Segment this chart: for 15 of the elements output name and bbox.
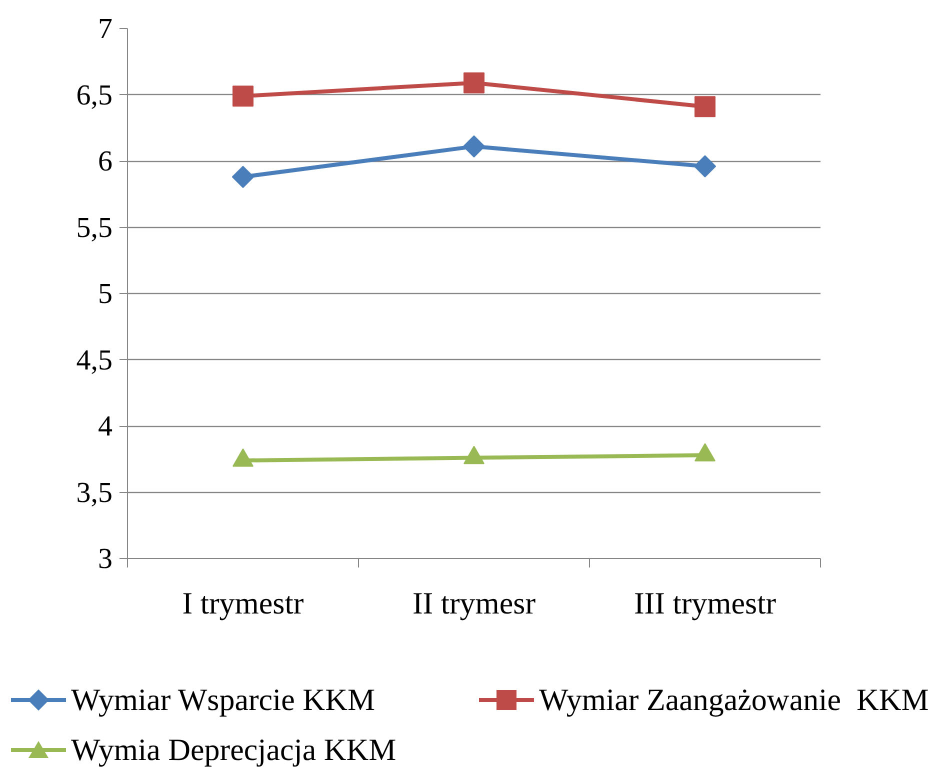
y-tick-label: 6,5: [76, 79, 112, 112]
x-tick-label: I trymestr: [182, 586, 304, 620]
x-tick-label: III trymestr: [634, 586, 777, 620]
y-tick-label: 5,5: [76, 212, 112, 244]
y-tick-label: 4,5: [76, 344, 112, 376]
y-tick-label: 7: [98, 13, 112, 45]
y-tick-label: 3: [98, 543, 112, 575]
legend-label: Wymiar Wsparcie KKM: [71, 682, 376, 717]
y-tick-label: 6: [98, 146, 112, 178]
y-tick-label: 4: [98, 410, 113, 442]
y-tick-label: 5: [98, 278, 112, 310]
y-tick-label: 3,5: [76, 476, 112, 509]
x-tick-label: II trymesr: [412, 586, 536, 620]
legend-label: Wymia Deprecjacja KKM: [71, 732, 396, 767]
legend-label: Wymiar Zaangażowanie KKM: [539, 682, 929, 717]
